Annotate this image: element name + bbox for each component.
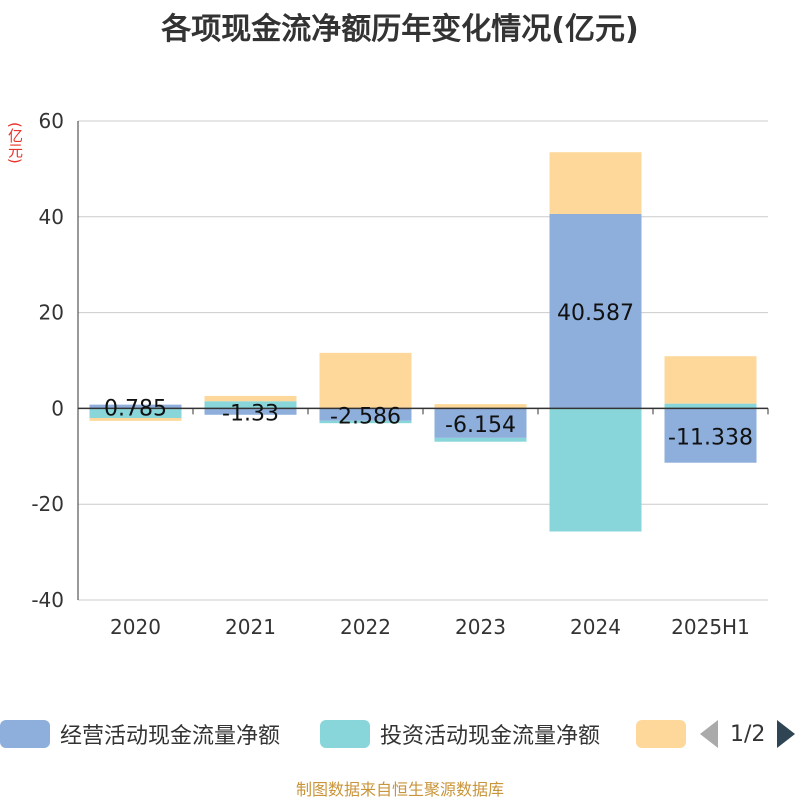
legend-label-operating: 经营活动现金流量净额 — [60, 724, 281, 749]
bar-chart: 60 40 20 0 -20 -40 2020 2021 2022 2023 2024 2025H1 0… — [31, 109, 769, 639]
bar-operating — [434, 408, 527, 438]
data-label: 0.785 — [104, 397, 167, 422]
legend-pager: 1/2 — [700, 716, 796, 752]
y-axis-unit: (亿元) — [6, 122, 24, 164]
data-label: -11.338 — [668, 426, 753, 451]
bar-operating — [549, 213, 642, 409]
y-tick-label: 0 — [51, 396, 64, 420]
next-page-icon[interactable] — [777, 720, 796, 748]
bar-investing — [204, 401, 297, 409]
data-source-note: 制图数据来自恒生聚源数据库 — [295, 780, 504, 799]
bar-third — [89, 417, 182, 421]
x-tick-label: 2021 — [225, 615, 276, 639]
x-tick-label: 2025H1 — [671, 615, 750, 639]
bar-operating — [664, 408, 757, 463]
bar-investing — [434, 437, 527, 442]
bar-operating — [319, 408, 412, 421]
bar-third — [204, 395, 297, 402]
y-tick-label: 40 — [39, 205, 64, 229]
legend-swatch-third — [636, 720, 686, 748]
y-tick-label: -20 — [31, 492, 64, 516]
bar-investing — [319, 420, 412, 424]
bar-third — [434, 404, 527, 409]
x-tick-label: 2022 — [340, 615, 391, 639]
bar-third — [664, 356, 757, 404]
bar-investing — [664, 403, 757, 409]
x-tick-label: 2024 — [570, 615, 621, 639]
data-label: -1.33 — [222, 402, 279, 427]
legend-label-investing: 投资活动现金流量净额 — [380, 724, 601, 749]
bar-investing — [89, 408, 182, 418]
bar-investing — [549, 408, 642, 532]
bar-operating — [89, 404, 182, 409]
bar-third — [549, 152, 642, 214]
bar-third — [319, 352, 412, 409]
legend-item-investing[interactable]: 投资活动现金流量净额 — [320, 716, 600, 752]
x-tick-label: 2020 — [110, 615, 161, 639]
y-tick-label: 60 — [39, 109, 64, 133]
data-label: 40.587 — [557, 301, 634, 326]
legend: 经营活动现金流量净额 投资活动现金流量净额 1/2 — [0, 716, 800, 756]
legend-item-third[interactable] — [636, 716, 696, 752]
legend-page-indicator: 1/2 — [730, 721, 766, 747]
bar-operating — [204, 408, 297, 415]
legend-item-operating[interactable]: 经营活动现金流量净额 — [0, 716, 280, 752]
legend-swatch-operating — [0, 720, 50, 748]
chart-title: 各项现金流净额历年变化情况(亿元) — [161, 12, 639, 47]
x-tick-label: 2023 — [455, 615, 506, 639]
y-tick-label: 20 — [39, 301, 64, 325]
legend-swatch-investing — [320, 720, 370, 748]
data-label: -2.586 — [330, 405, 401, 430]
y-tick-label: -40 — [31, 588, 64, 612]
data-label: -6.154 — [445, 413, 516, 438]
previous-page-icon[interactable] — [700, 720, 718, 748]
